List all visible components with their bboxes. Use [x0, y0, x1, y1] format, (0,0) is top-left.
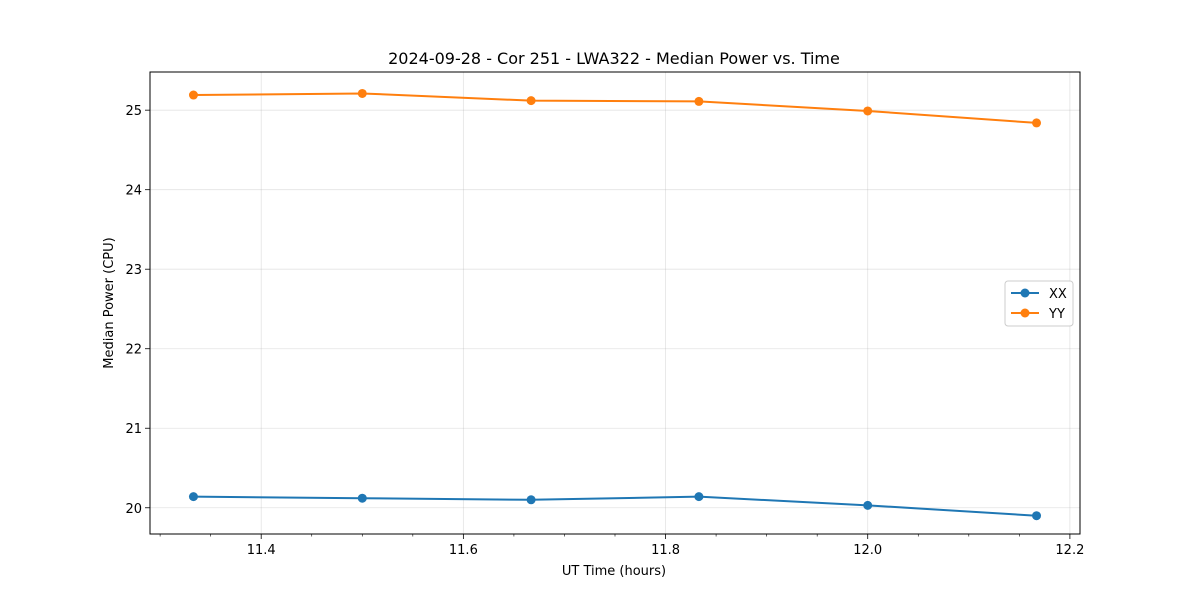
series-xx-point [357, 493, 367, 503]
x-tick-label: 12.2 [1055, 543, 1084, 558]
series-xx-point [863, 500, 873, 510]
x-tick-label: 11.4 [247, 543, 276, 558]
y-tick-label: 23 [125, 263, 142, 278]
y-tick-label: 24 [125, 184, 142, 199]
series-yy-point [863, 106, 873, 116]
y-tick-label: 20 [125, 502, 142, 517]
x-tick-label: 12.0 [853, 543, 882, 558]
series-yy-point [694, 96, 704, 106]
chart-title: 2024-09-28 - Cor 251 - LWA322 - Median P… [388, 49, 840, 68]
legend-yy-marker [1020, 308, 1030, 318]
series-layer [188, 88, 1042, 521]
x-axis-label: UT Time (hours) [562, 564, 666, 579]
series-yy-point [526, 96, 536, 106]
series-yy-point [1032, 118, 1042, 128]
y-tick-label: 25 [125, 104, 142, 119]
legend-xx-label: XX [1049, 287, 1067, 302]
legend-yy-label: YY [1048, 307, 1065, 322]
series-yy-line [193, 92, 1037, 124]
x-axis-ticks: 11.4 11.6 11.8 12.0 12.2 [159, 534, 1084, 558]
y-axis-label: Median Power (CPU) [102, 237, 117, 368]
y-tick-label: 22 [125, 343, 142, 358]
series-xx-point [694, 492, 704, 502]
grid [150, 72, 1080, 534]
series-xx-point [526, 495, 536, 505]
series-xx-point [1032, 511, 1042, 521]
legend: XX YY [1004, 280, 1074, 327]
series-yy-point [188, 90, 198, 100]
y-tick-label: 21 [125, 422, 142, 437]
series-yy-point [357, 88, 367, 98]
series-xx-line [193, 495, 1037, 517]
legend-xx-marker [1020, 288, 1030, 298]
series-xx-point [188, 492, 198, 502]
x-tick-label: 11.6 [449, 543, 478, 558]
y-axis-ticks: 20 21 22 23 24 25 [125, 104, 150, 517]
x-tick-label: 11.8 [651, 543, 680, 558]
